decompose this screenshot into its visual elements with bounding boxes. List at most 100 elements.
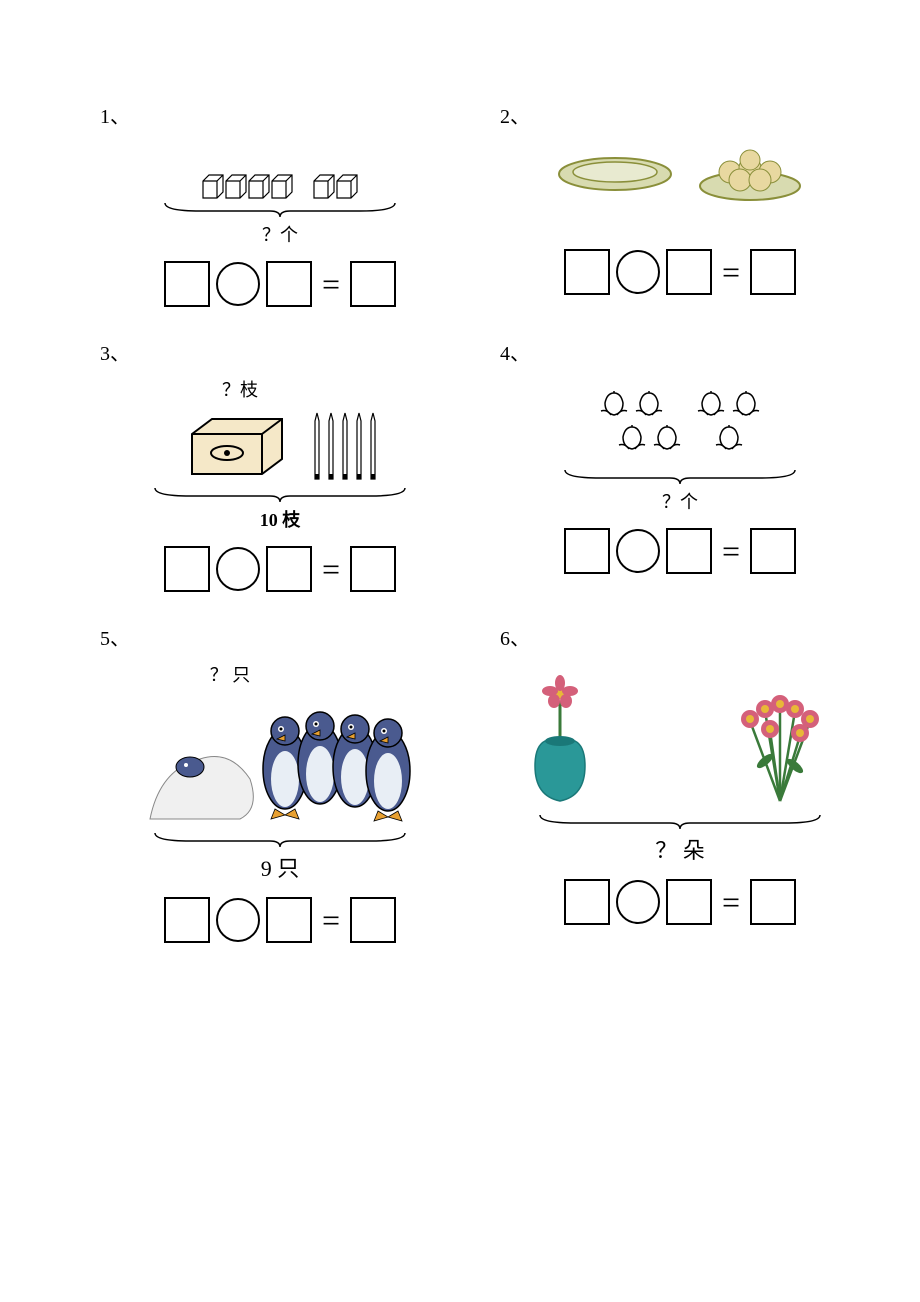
peach-icon: [712, 423, 746, 453]
top-label: ？枝: [20, 376, 460, 402]
pen-icon: [354, 409, 364, 484]
brace-label: ？个: [500, 488, 860, 514]
equation: =: [100, 897, 460, 943]
answer-box[interactable]: [164, 261, 210, 307]
answer-box[interactable]: [666, 528, 712, 574]
peach-icon: [694, 389, 728, 419]
problem-3-illustration: [100, 404, 460, 484]
vase-flower-icon: [520, 671, 600, 811]
pen-icon: [326, 409, 336, 484]
problem-5: 5、 ？ 只: [100, 622, 460, 943]
answer-box[interactable]: [750, 879, 796, 925]
operator-circle[interactable]: [616, 250, 660, 294]
answer-box[interactable]: [564, 879, 610, 925]
cube-icon: [271, 173, 293, 199]
problem-1-label: 1、: [100, 100, 460, 129]
peach-row-1b: [694, 389, 763, 419]
problem-4: 4、: [500, 337, 860, 592]
answer-box[interactable]: [266, 897, 312, 943]
cube-icon: [202, 173, 224, 199]
problem-6: 6、: [500, 622, 860, 943]
answer-box[interactable]: [666, 879, 712, 925]
empty-plate-icon: [555, 154, 675, 194]
problem-4-label: 4、: [500, 337, 860, 366]
cube-icon: [336, 173, 358, 199]
problem-3: 3、 ？枝 10 枝: [100, 337, 460, 592]
operator-circle[interactable]: [216, 547, 260, 591]
answer-box[interactable]: [350, 546, 396, 592]
equals-sign: =: [718, 254, 744, 291]
operator-circle[interactable]: [616, 880, 660, 924]
problem-2-label: 2、: [500, 100, 860, 129]
equals-sign: =: [318, 902, 344, 939]
row-2: 3、 ？枝 10 枝: [100, 337, 860, 592]
answer-box[interactable]: [350, 897, 396, 943]
problem-1-illustration: [100, 139, 460, 199]
pen-icon: [340, 409, 350, 484]
problem-6-label: 6、: [500, 622, 860, 651]
peach-row-2b: [712, 423, 746, 453]
cube-icon: [313, 173, 335, 199]
answer-box[interactable]: [564, 528, 610, 574]
pen-group: [312, 409, 378, 484]
fruit-plate-icon: [695, 144, 805, 204]
answer-box[interactable]: [350, 261, 396, 307]
answer-box[interactable]: [750, 249, 796, 295]
cube-group-1: [202, 173, 293, 199]
top-label: ？ 只: [0, 661, 460, 687]
equation: =: [500, 249, 860, 295]
peach-row-2a: [615, 423, 684, 453]
flower-bouquet-icon: [720, 671, 840, 811]
equation: =: [500, 879, 860, 925]
peach-icon: [615, 423, 649, 453]
peach-icon: [632, 389, 666, 419]
equation: =: [100, 546, 460, 592]
problem-1: 1、 ？个 =: [100, 100, 460, 307]
brace-label: 9 只: [100, 851, 460, 883]
answer-box[interactable]: [164, 546, 210, 592]
peach-icon: [729, 389, 763, 419]
cube-group-2: [313, 173, 358, 199]
brace: [100, 201, 460, 219]
peach-icon: [650, 423, 684, 453]
equals-sign: =: [718, 533, 744, 570]
cube-icon: [248, 173, 270, 199]
answer-box[interactable]: [164, 897, 210, 943]
answer-box[interactable]: [750, 528, 796, 574]
answer-box[interactable]: [266, 261, 312, 307]
problem-3-label: 3、: [100, 337, 460, 366]
problem-2: 2、 =: [500, 100, 860, 307]
problem-5-illustration: [100, 689, 460, 829]
answer-box[interactable]: [564, 249, 610, 295]
equation: =: [500, 528, 860, 574]
equals-sign: =: [318, 551, 344, 588]
math-worksheet: 1、 ？个 =: [0, 0, 920, 1013]
pencil-box-icon: [182, 409, 292, 484]
equals-sign: =: [718, 884, 744, 921]
brace: [500, 468, 860, 486]
equation: =: [100, 261, 460, 307]
peach-icon: [597, 389, 631, 419]
problem-4-illustration: [500, 376, 860, 466]
brace-label: ？个: [100, 221, 460, 247]
penguins-icon: [140, 689, 420, 829]
problem-2-illustration: [500, 139, 860, 209]
peach-row-1a: [597, 389, 666, 419]
operator-circle[interactable]: [216, 262, 260, 306]
brace-label: 10 枝: [100, 506, 460, 532]
equals-sign: =: [318, 266, 344, 303]
problem-5-label: 5、: [100, 622, 460, 651]
operator-circle[interactable]: [216, 898, 260, 942]
operator-circle[interactable]: [616, 529, 660, 573]
row-3: 5、 ？ 只: [100, 622, 860, 943]
problem-6-illustration: [500, 661, 860, 811]
pen-icon: [312, 409, 322, 484]
brace: [100, 831, 460, 849]
brace: [500, 813, 860, 831]
row-1: 1、 ？个 =: [100, 100, 860, 307]
brace-label: ？ 朵: [500, 833, 860, 865]
answer-box[interactable]: [266, 546, 312, 592]
cube-icon: [225, 173, 247, 199]
brace: [100, 486, 460, 504]
answer-box[interactable]: [666, 249, 712, 295]
